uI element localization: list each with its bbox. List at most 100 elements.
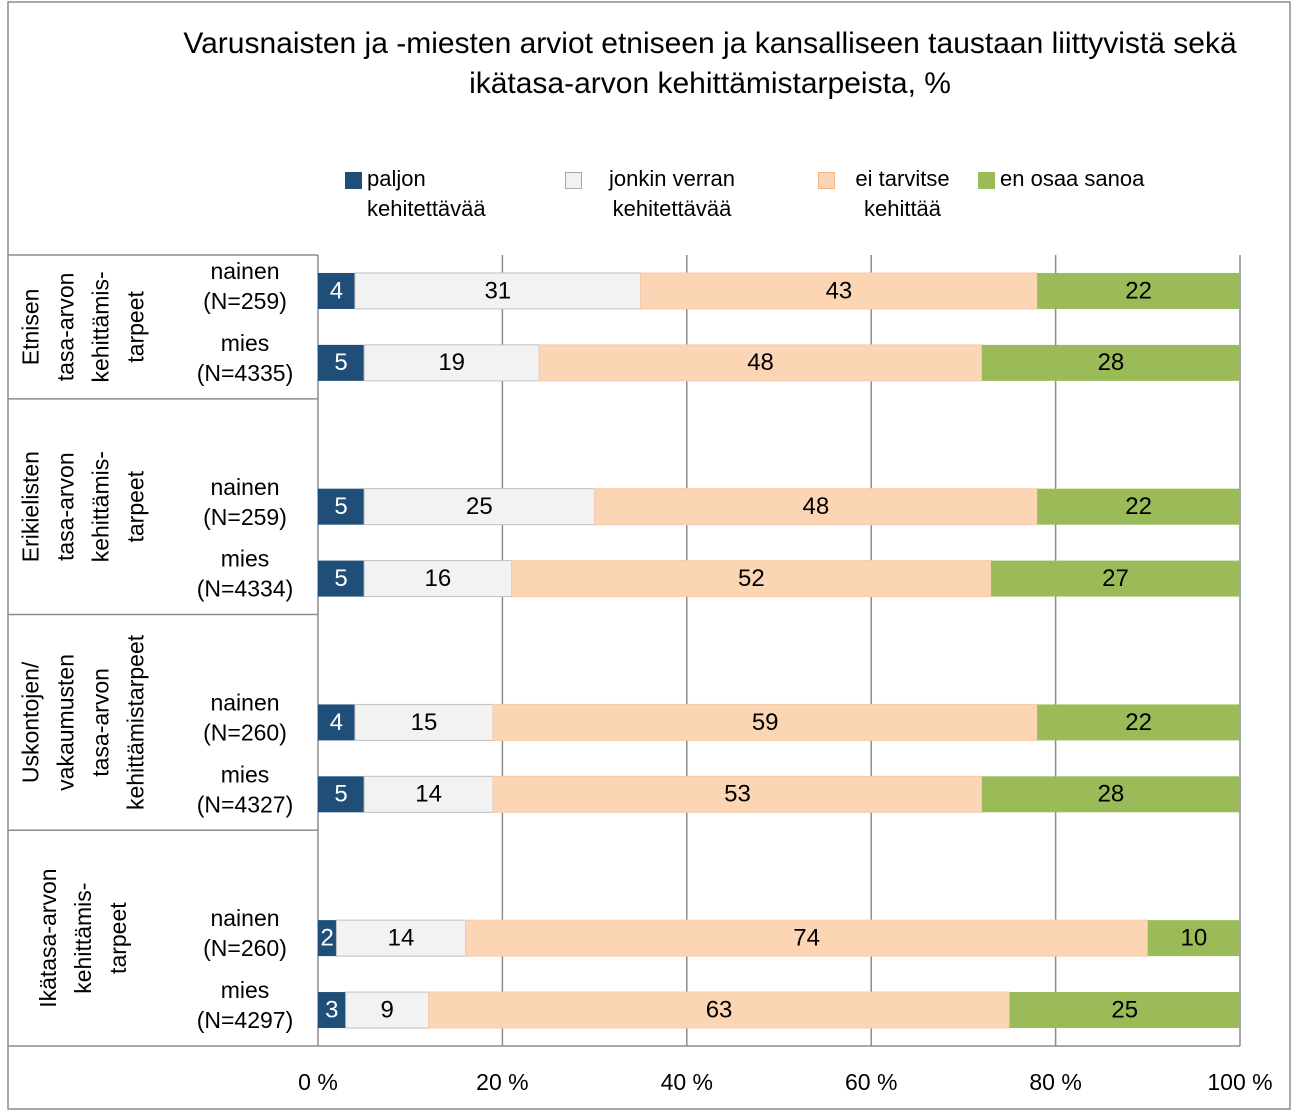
group-label: tasa-arvon xyxy=(53,452,79,561)
x-tick-label: 20 % xyxy=(476,1069,528,1095)
legend-label: ei tarvitse kehittää xyxy=(855,166,950,221)
bar-segment xyxy=(1147,920,1240,957)
group-label: tasa-arvon xyxy=(53,273,79,382)
group-label: kehittämistarpeet xyxy=(123,634,149,810)
category-label: (N=260) xyxy=(203,935,287,961)
legend-item: paljon kehitettävää xyxy=(345,164,527,224)
data-label: 48 xyxy=(747,349,774,376)
data-label: 19 xyxy=(438,349,465,376)
category-label: nainen xyxy=(210,905,279,931)
legend-label: en osaa sanoa xyxy=(1000,166,1145,191)
category-label: (N=260) xyxy=(203,719,287,745)
bar-segment xyxy=(318,344,365,381)
category-label: mies xyxy=(221,546,270,572)
category-label: (N=4334) xyxy=(197,576,294,602)
data-label: 53 xyxy=(724,781,751,808)
data-label: 48 xyxy=(803,493,830,520)
bar-segment xyxy=(991,560,1240,597)
category-label: nainen xyxy=(210,689,279,715)
group-label: Uskontojen/ xyxy=(18,661,44,783)
bar-segment xyxy=(1037,704,1240,741)
group-label: kehittämis- xyxy=(88,451,114,562)
bar-segment xyxy=(1037,272,1240,309)
data-label: 14 xyxy=(388,924,415,951)
bar-segment xyxy=(428,991,1010,1029)
x-tick-label: 0 % xyxy=(298,1069,338,1095)
legend-swatch xyxy=(818,172,835,189)
category-label: (N=259) xyxy=(203,504,287,530)
bar-segment xyxy=(981,344,1240,381)
group-label: tarpeet xyxy=(105,902,131,974)
data-label: 22 xyxy=(1125,709,1152,736)
data-label: 14 xyxy=(415,781,442,808)
data-label: 22 xyxy=(1125,493,1152,520)
category-label: (N=4297) xyxy=(197,1007,294,1033)
bar-segment xyxy=(981,776,1240,813)
bar-segment xyxy=(363,560,513,598)
data-label: 63 xyxy=(706,996,733,1023)
x-tick-label: 80 % xyxy=(1029,1069,1081,1095)
group-label: kehittämis- xyxy=(88,271,114,382)
data-label: 74 xyxy=(793,924,820,951)
data-label: 25 xyxy=(466,493,493,520)
bar-segment xyxy=(318,992,346,1029)
legend-item: jonkin verran kehitettävää xyxy=(565,164,757,224)
legend-swatch xyxy=(565,172,582,189)
data-label: 3 xyxy=(325,996,338,1023)
data-label: 52 xyxy=(738,565,765,592)
category-label: nainen xyxy=(210,258,279,284)
data-label: 9 xyxy=(380,996,393,1023)
data-label: 5 xyxy=(334,565,347,592)
data-label: 31 xyxy=(484,277,511,304)
category-label: mies xyxy=(221,330,270,356)
x-tick-label: 40 % xyxy=(661,1069,713,1095)
legend-item: ei tarvitse kehittää xyxy=(818,164,965,224)
bar-segment xyxy=(538,344,983,382)
group-label: vakaumusten xyxy=(53,654,79,791)
x-tick-label: 60 % xyxy=(845,1069,897,1095)
data-label: 5 xyxy=(334,493,347,520)
data-label: 28 xyxy=(1098,349,1125,376)
bar-segment xyxy=(354,272,642,310)
category-label: (N=4335) xyxy=(197,360,294,386)
bar-segment xyxy=(363,775,494,813)
data-label: 5 xyxy=(334,781,347,808)
chart-border xyxy=(7,1,1291,1110)
data-label: 27 xyxy=(1102,565,1129,592)
bar-segment xyxy=(594,488,1038,526)
bar-segment xyxy=(640,272,1038,310)
group-label: Ikätasa-arvon xyxy=(35,868,61,1007)
chart-title: Varusnaisten ja -miesten arviot etniseen… xyxy=(183,27,1237,100)
group-label: tarpeet xyxy=(123,290,149,362)
bar-segment xyxy=(1037,488,1240,525)
bar-segment xyxy=(318,272,355,309)
data-label: 5 xyxy=(334,349,347,376)
data-label: 25 xyxy=(1111,996,1138,1023)
bar-segment xyxy=(363,488,596,526)
category-label: (N=4327) xyxy=(197,791,294,817)
data-label: 10 xyxy=(1181,924,1208,951)
category-label: mies xyxy=(221,761,270,787)
group-label: tasa-arvon xyxy=(88,668,114,777)
bar-segment xyxy=(318,920,337,957)
legend-item: en osaa sanoa xyxy=(978,164,1144,194)
bar-segment xyxy=(492,703,1038,741)
data-label: 15 xyxy=(411,709,438,736)
data-label: 28 xyxy=(1098,781,1125,808)
bar-segment xyxy=(318,704,355,741)
bar-segment xyxy=(318,776,365,813)
data-label: 43 xyxy=(826,277,853,304)
bar-segment xyxy=(335,919,467,957)
group-label: kehittämis- xyxy=(70,883,96,994)
data-label: 22 xyxy=(1125,277,1152,304)
group-label: Erikielisten xyxy=(18,451,44,562)
x-tick-label: 100 % xyxy=(1207,1069,1272,1095)
category-label: (N=259) xyxy=(203,288,287,314)
bar-segment xyxy=(318,560,365,597)
data-label: 59 xyxy=(752,709,779,736)
data-label: 4 xyxy=(330,277,343,304)
data-label: 4 xyxy=(330,709,343,736)
bar-segment xyxy=(465,919,1149,957)
